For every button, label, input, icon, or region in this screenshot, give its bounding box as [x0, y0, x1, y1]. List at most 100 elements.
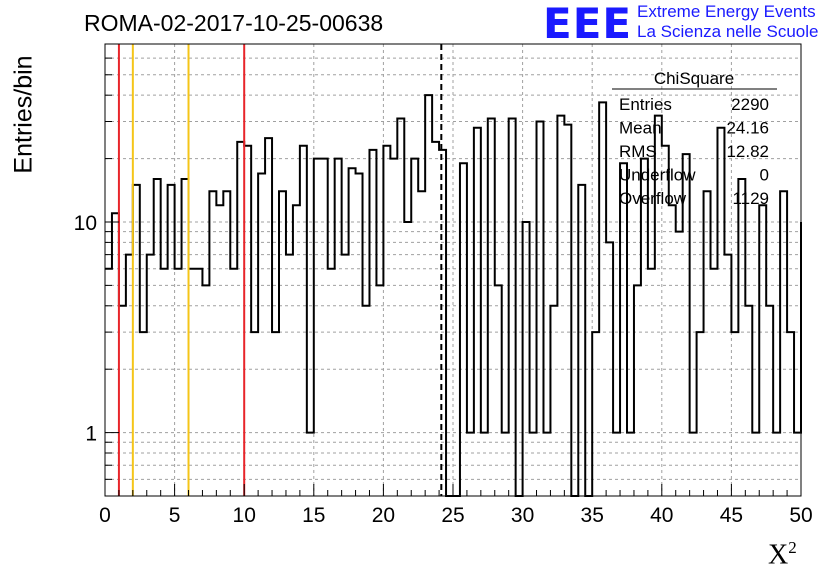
histogram-bin [432, 142, 439, 496]
histogram-bin [376, 285, 383, 496]
histogram-bin [335, 159, 342, 496]
y-tick-label: 1 [85, 423, 97, 446]
y-tick-label: 10 [74, 212, 97, 235]
histogram-bin [711, 269, 718, 496]
histogram-bin [182, 179, 189, 496]
histogram-bin [209, 191, 216, 496]
histogram-bin [794, 433, 801, 496]
histogram-bin [773, 433, 780, 496]
histogram-bin [126, 255, 133, 496]
histogram-bin [460, 163, 467, 496]
histogram-bin [328, 269, 335, 496]
histogram-bin [300, 146, 307, 496]
histogram-bin [481, 433, 488, 496]
stats-rms-label: RMS [619, 142, 657, 161]
x-axis-label: X2 [768, 538, 797, 571]
histogram-bin [738, 179, 745, 496]
histogram-bin [265, 138, 272, 496]
histogram-bin [356, 173, 363, 496]
histogram-bin [237, 142, 244, 496]
histogram-bin [578, 185, 585, 496]
histogram-bin [537, 122, 544, 496]
histogram-bin [168, 185, 175, 496]
histogram-bin [202, 285, 209, 496]
histogram-bin [216, 205, 223, 496]
histogram-bin [592, 332, 599, 496]
histogram-bin [474, 128, 481, 496]
histogram-bin [669, 205, 676, 496]
histogram-bin [606, 242, 613, 496]
histogram-bin [543, 433, 550, 496]
x-tick-label: 50 [789, 504, 812, 527]
histogram-bin [133, 185, 140, 496]
x-tick-label: 10 [233, 504, 256, 527]
histogram-bin [745, 306, 752, 496]
stats-entries-value: 2290 [731, 95, 769, 114]
stats-overflow-value: 1129 [732, 189, 769, 208]
histogram-bin [105, 269, 112, 496]
x-tick-label: 35 [581, 504, 604, 527]
histogram-bin [244, 146, 251, 496]
histogram-bin [140, 332, 147, 496]
stats-underflow-value: 0 [760, 166, 769, 185]
histogram-bin [523, 222, 530, 496]
x-tick-label: 0 [99, 504, 111, 527]
histogram-bin [697, 332, 704, 496]
histogram-bin [321, 159, 328, 496]
x-axis-label-superscript: 2 [788, 538, 797, 557]
histogram-bin [439, 150, 446, 496]
histogram-bin [349, 168, 356, 496]
histogram-bin [717, 128, 724, 496]
histogram-bin [286, 255, 293, 496]
histogram-bin [759, 205, 766, 496]
histogram-bin [676, 232, 683, 496]
histogram-bin [550, 306, 557, 496]
x-tick-label: 30 [511, 504, 534, 527]
histogram-bin [279, 191, 286, 496]
histogram-bin [258, 173, 265, 496]
histogram-bin [557, 116, 564, 496]
histogram-bin [195, 269, 202, 496]
x-axis-label-base: X [768, 539, 789, 571]
histogram-bin [634, 285, 641, 496]
logo-caption-line1: Extreme Energy Events [637, 2, 816, 21]
stats-box-title: ChiSquare [654, 69, 734, 88]
histogram-bin [314, 159, 321, 496]
histogram-bin [251, 332, 258, 496]
x-tick-label: 25 [441, 504, 464, 527]
stats-underflow-label: Underflow [619, 166, 696, 185]
stats-mean-label: Mean [619, 119, 662, 138]
histogram-bin [411, 159, 418, 496]
histogram-bin [627, 433, 634, 496]
histogram-bin [390, 159, 397, 496]
histogram-bin [641, 159, 648, 496]
histogram-bin [418, 191, 425, 496]
histogram-bin [766, 306, 773, 496]
histogram-bin [342, 255, 349, 496]
stats-entries-label: Entries [619, 95, 672, 114]
eee-logo: EEE [543, 0, 633, 48]
histogram-bin [293, 205, 300, 496]
histogram-bin [175, 269, 182, 496]
histogram-bin [780, 191, 787, 496]
histogram-bin [112, 213, 119, 496]
x-tick-label: 40 [650, 504, 673, 527]
histogram-bin [154, 179, 161, 496]
histogram-bin [787, 332, 794, 496]
histogram-bin [189, 269, 196, 496]
x-tick-label: 5 [169, 504, 181, 527]
stats-overflow-label: Overflow [619, 189, 687, 208]
histogram-bin [495, 285, 502, 496]
histogram-bin [731, 332, 738, 496]
histogram-bin [613, 433, 620, 496]
chart-title: ROMA-02-2017-10-25-00638 [84, 10, 384, 36]
histogram-bin [425, 95, 432, 496]
histogram-bin [161, 269, 168, 496]
histogram-bin [147, 255, 154, 496]
histogram-line [105, 94, 802, 497]
histogram-bin [223, 191, 230, 496]
stats-mean-value: 24.16 [726, 119, 769, 138]
histogram-bin [369, 150, 376, 496]
histogram-bin [620, 163, 627, 496]
